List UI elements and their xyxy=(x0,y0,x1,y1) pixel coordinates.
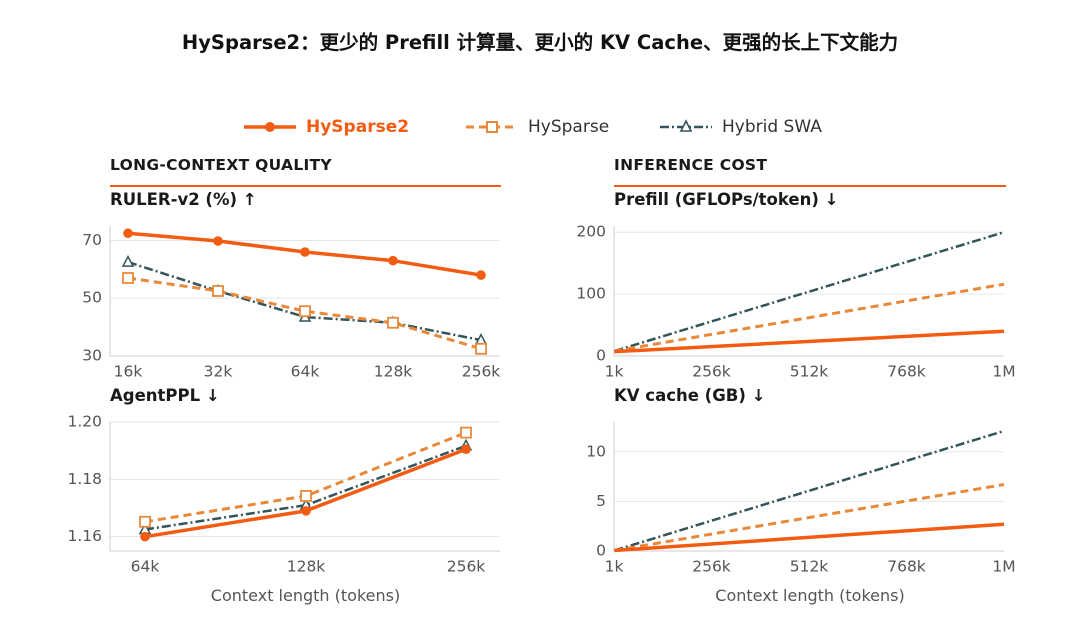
data-point xyxy=(388,255,398,266)
y-tick-label: 1.16 xyxy=(67,527,102,545)
x-tick-label: 64k xyxy=(291,363,320,381)
x-tick-label: 16k xyxy=(114,363,143,381)
x-tick-label: 1M xyxy=(992,363,1015,381)
data-point xyxy=(461,444,471,455)
x-tick-label: 64k xyxy=(131,558,160,576)
y-tick-label: 10 xyxy=(586,442,606,460)
legend-label: HySparse xyxy=(528,117,610,137)
series-line-hysparse xyxy=(127,276,482,351)
y-tick-label: 100 xyxy=(576,285,606,303)
series-line-hysparse2 xyxy=(614,522,1005,553)
x-tick-label: 1M xyxy=(992,558,1015,576)
legend-line-circle-icon xyxy=(244,122,296,132)
y-tick-label: 200 xyxy=(576,223,606,241)
data-point xyxy=(123,228,133,239)
x-tick-label: 32k xyxy=(204,363,233,381)
series-line-hysparse xyxy=(614,483,1005,552)
panel-title-agentppl: AgentPPL ↓ xyxy=(110,386,220,405)
section-rule xyxy=(614,185,1006,187)
x-tick-label: 128k xyxy=(287,558,326,576)
y-tick-label: 0 xyxy=(596,542,606,560)
x-tick-label: 256k xyxy=(692,558,731,576)
series-line-hysparse xyxy=(614,282,1005,353)
data-point xyxy=(213,236,223,246)
data-point xyxy=(300,247,310,257)
data-point xyxy=(460,426,472,439)
legend-item-hybrid-swa: Hybrid SWA xyxy=(660,112,822,142)
data-point xyxy=(121,255,135,267)
section-heading-quality: LONG-CONTEXT QUALITY xyxy=(110,156,332,174)
data-point xyxy=(139,515,151,528)
legend-line-triangle-icon xyxy=(660,119,712,132)
y-tick-label: 1.20 xyxy=(67,413,102,431)
legend-item-hysparse: HySparse xyxy=(466,112,609,142)
legend-label: Hybrid SWA xyxy=(722,117,822,137)
data-point xyxy=(300,490,312,502)
series-line-hybrid-swa xyxy=(144,444,467,531)
x-tick-label: 512k xyxy=(790,363,829,381)
x-axis-label-left: Context length (tokens) xyxy=(210,586,401,605)
y-tick-label: 1.18 xyxy=(67,470,102,488)
x-tick-label: 768k xyxy=(887,363,926,381)
figure-title: HySparse2：更少的 Prefill 计算量、更小的 KV Cache、更… xyxy=(181,31,899,54)
data-point xyxy=(387,316,399,329)
series-line-hybrid-swa xyxy=(614,429,1005,552)
data-point xyxy=(301,506,311,516)
data-point xyxy=(140,531,150,542)
x-axis-label-right: Context length (tokens) xyxy=(715,586,905,605)
y-tick-label: 5 xyxy=(596,492,606,510)
y-tick-label: 30 xyxy=(82,347,102,365)
section-heading-cost: INFERENCE COST xyxy=(614,156,768,174)
legend-item-hysparse2: HySparse2 xyxy=(244,112,409,142)
legend: HySparse2 HySparse Hybrid SWA xyxy=(0,112,1080,142)
section-rule xyxy=(110,185,501,187)
data-point xyxy=(475,342,487,355)
x-tick-label: 1k xyxy=(605,363,624,381)
y-tick-label: 70 xyxy=(82,231,102,249)
data-point xyxy=(299,305,311,318)
data-point xyxy=(212,285,224,297)
x-tick-label: 256k xyxy=(692,363,731,381)
legend-label: HySparse2 xyxy=(306,117,410,137)
x-tick-label: 768k xyxy=(887,558,926,576)
panel-title-kvcache: KV cache (GB) ↓ xyxy=(614,386,766,405)
panel-title-prefill: Prefill (GFLOPs/token) ↓ xyxy=(614,190,839,209)
data-point xyxy=(476,270,486,280)
series-line-hybrid-swa xyxy=(127,260,482,342)
x-tick-label: 128k xyxy=(374,363,413,381)
data-point xyxy=(122,272,134,284)
panel-title-ruler: RULER-v2 (%) ↑ xyxy=(110,190,257,209)
x-tick-label: 256k xyxy=(462,363,501,381)
legend-line-square-icon xyxy=(466,121,518,133)
series-line-hysparse2 xyxy=(614,329,1005,354)
y-tick-label: 50 xyxy=(82,289,102,307)
y-tick-label: 0 xyxy=(596,347,606,365)
x-tick-label: 512k xyxy=(790,558,829,576)
x-tick-label: 1k xyxy=(605,558,624,576)
x-tick-label: 256k xyxy=(447,558,486,576)
